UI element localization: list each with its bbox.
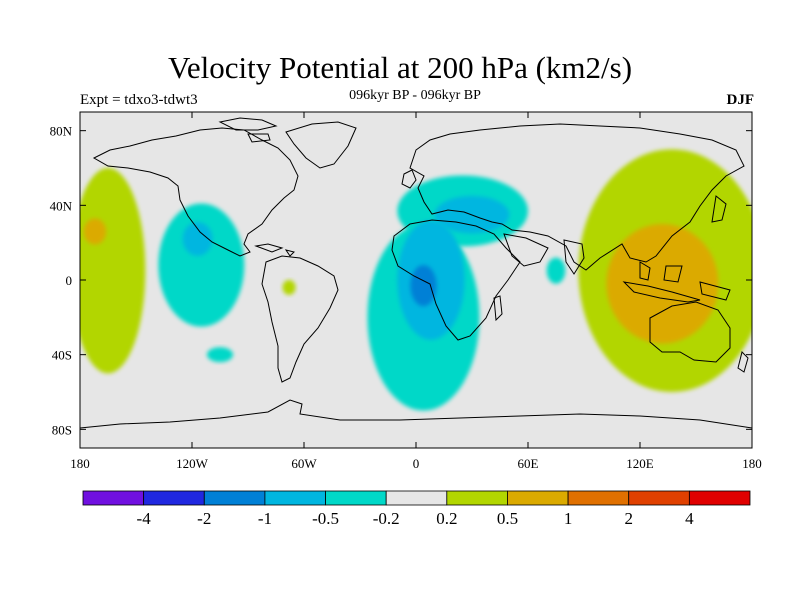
x-tick-label: 0 — [413, 456, 420, 471]
coast-arabia — [503, 233, 549, 267]
coast-africa — [391, 219, 521, 341]
colorbar-swatch — [446, 490, 508, 506]
x-tick-label: 60E — [518, 456, 539, 471]
x-tick-label: 120E — [626, 456, 654, 471]
contour-region-14 — [410, 265, 437, 307]
map-axes: 180 120W 60W 0 60E 120E 180 80N 40N 0 40S 80S — [50, 112, 762, 471]
coast-india — [563, 239, 585, 275]
colorbar-label: -1 — [258, 509, 272, 528]
colorbar-label: 0.2 — [436, 509, 457, 528]
colorbar-label: -0.5 — [312, 509, 339, 528]
y-tick-label: 80N — [50, 124, 73, 139]
experiment-label: Expt = tdxo3-tdwt3 — [80, 92, 198, 108]
colorbar-swatch — [143, 490, 205, 506]
colorbar-label: -2 — [197, 509, 211, 528]
coastlines — [80, 117, 752, 429]
contour-region-8 — [158, 203, 245, 327]
season-label: DJF — [726, 92, 755, 108]
coast-arctic-islands — [218, 117, 278, 143]
coast-britain — [401, 169, 417, 189]
colorbar-swatch — [325, 490, 387, 506]
colorbar-swatch — [567, 490, 630, 506]
coast-greenland — [285, 121, 357, 169]
coast-antarctica — [80, 399, 752, 429]
y-tick-label: 40N — [50, 198, 73, 213]
plot-title: Velocity Potential at 200 hPa (km2/s) — [167, 50, 633, 85]
y-tick-label: 40S — [52, 348, 72, 363]
colorbar-swatch — [82, 490, 145, 506]
colorbar-swatch — [385, 490, 448, 506]
y-tick-label: 80S — [52, 422, 72, 437]
colorbar-swatch — [628, 490, 690, 506]
colorbar-swatch — [507, 490, 569, 506]
colorbar-swatch — [688, 490, 751, 506]
x-tick-label: 120W — [176, 456, 209, 471]
colorbar-label: -0.2 — [373, 509, 400, 528]
contour-region-9 — [546, 257, 566, 284]
coast-australia — [649, 301, 731, 363]
contour-region-3 — [606, 224, 719, 344]
x-tick-label: 180 — [70, 456, 90, 471]
coast-south-america — [261, 255, 339, 383]
coast-new-zealand — [737, 351, 749, 373]
colorbar-label: 4 — [685, 509, 694, 528]
x-tick-label: 180 — [742, 456, 762, 471]
coast-eurasia — [409, 123, 745, 271]
contour-region-5 — [282, 280, 296, 295]
contour-region-1 — [80, 168, 146, 374]
colorbar-label: 2 — [624, 509, 633, 528]
contour-region-10 — [206, 347, 234, 363]
colorbar-swatch — [264, 490, 326, 506]
period-label: 096kyr BP - 096kyr BP — [349, 88, 481, 103]
coast-madagascar — [493, 295, 503, 322]
colorbar-label: -4 — [137, 509, 152, 528]
contour-region-4 — [83, 218, 107, 245]
colorbar-label: 1 — [564, 509, 573, 528]
coast-indonesia — [622, 261, 731, 303]
colorbar: -4 -2 -1 -0.5 -0.2 0.2 0.5 1 2 4 — [82, 490, 751, 528]
colorbar-swatch — [203, 490, 266, 506]
colorbar-label: 0.5 — [497, 509, 518, 528]
coast-north-america — [92, 127, 299, 257]
y-tick-label: 0 — [66, 273, 73, 288]
coast-caribbean — [254, 243, 295, 257]
coast-japan — [711, 195, 727, 223]
contour-region-13 — [182, 222, 213, 256]
x-tick-label: 60W — [291, 456, 317, 471]
